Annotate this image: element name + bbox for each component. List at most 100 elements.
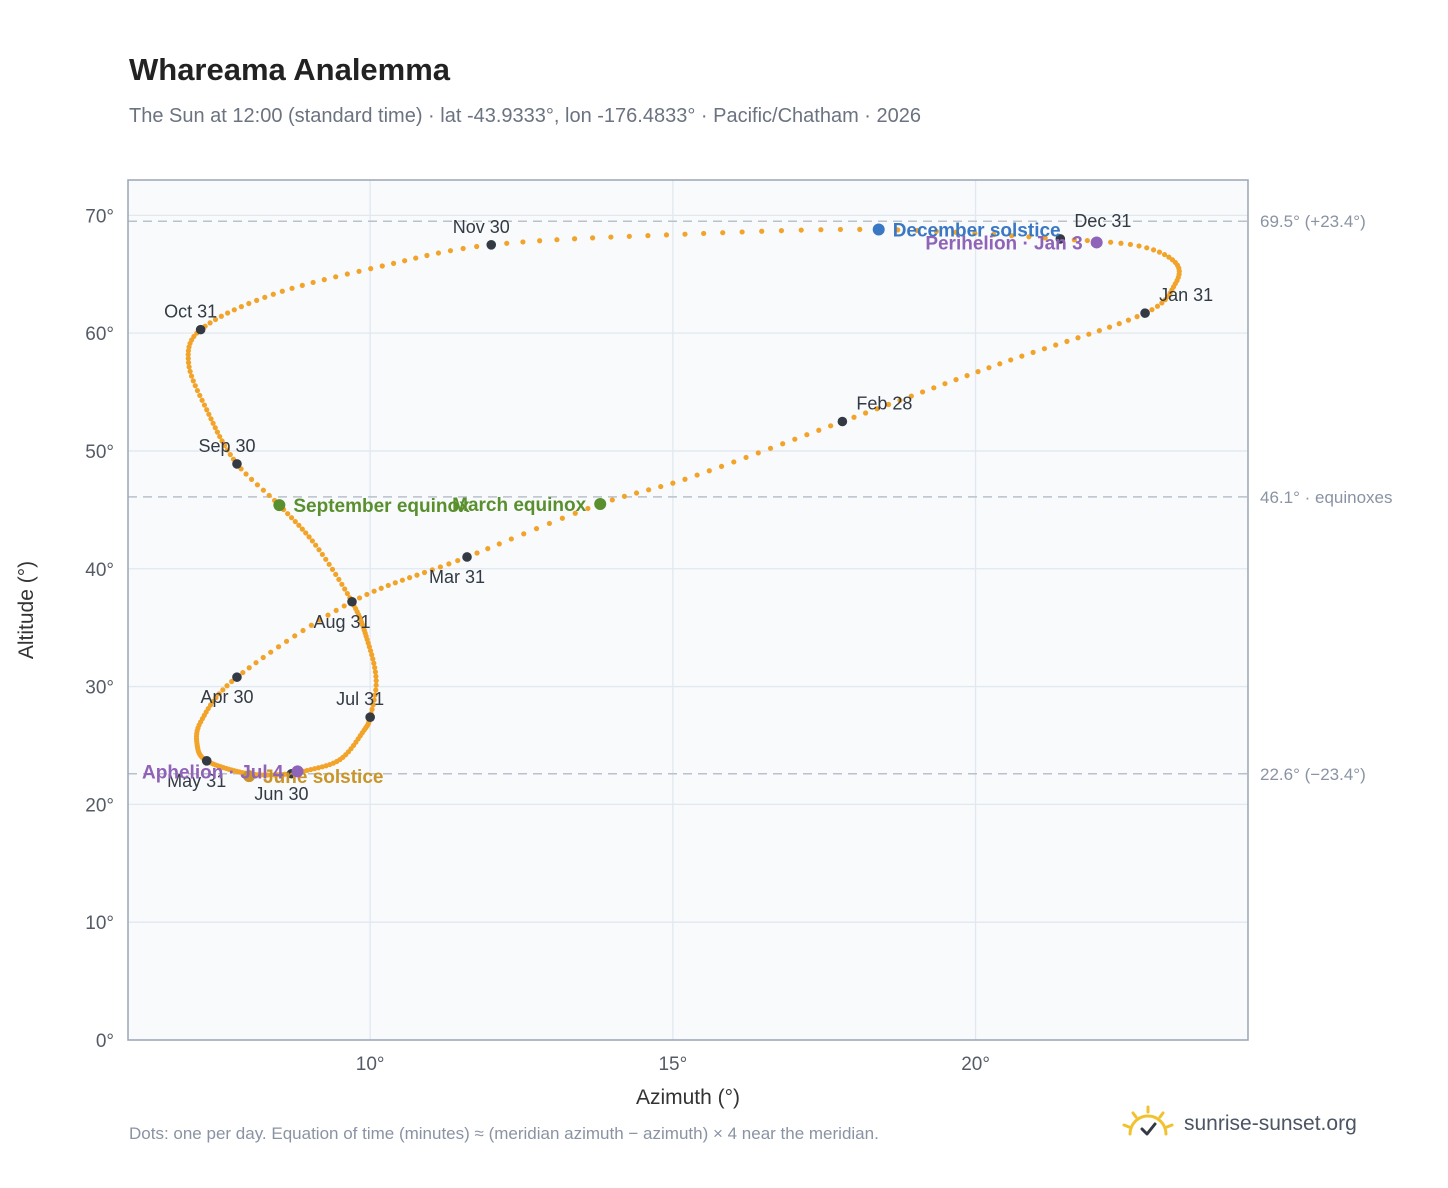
daily-dot <box>364 591 370 598</box>
daily-dot <box>341 603 347 609</box>
daily-dot <box>554 237 560 243</box>
daily-dot <box>308 622 314 628</box>
daily-dot <box>213 695 219 701</box>
month-marker-dot <box>486 239 497 250</box>
y-tick-label: 20° <box>85 795 114 816</box>
daily-dot <box>253 660 259 666</box>
daily-dot <box>646 487 652 493</box>
daily-dot <box>292 518 298 525</box>
daily-dot <box>336 576 342 583</box>
daily-dot <box>1108 239 1114 245</box>
daily-dot <box>496 541 502 547</box>
daily-dot <box>1008 357 1014 363</box>
daily-dot <box>798 227 804 233</box>
daily-dot <box>225 310 231 316</box>
month-marker-label: Jul 31 <box>336 689 384 709</box>
daily-dot <box>694 472 700 478</box>
daily-dot <box>306 534 312 540</box>
daily-dot <box>718 463 725 469</box>
daily-dot <box>1162 297 1168 303</box>
daily-dot <box>818 227 824 233</box>
daily-dot <box>342 586 348 592</box>
daily-dot <box>279 288 285 294</box>
daily-dot <box>1042 235 1048 241</box>
month-marker-dot <box>1140 308 1150 318</box>
month-marker-label: Apr 30 <box>200 687 253 707</box>
daily-dot <box>608 234 614 240</box>
event-marker-label: September equinox <box>293 496 470 517</box>
month-marker-dot <box>347 596 357 607</box>
daily-dot <box>317 617 323 623</box>
daily-dot <box>414 572 420 578</box>
daily-dot <box>663 232 670 238</box>
daily-dot <box>187 368 193 375</box>
daily-dot <box>767 445 774 451</box>
daily-dot <box>1009 233 1015 239</box>
daily-dot <box>207 320 213 326</box>
event-marker-label: March equinox <box>452 495 587 516</box>
y-axis-label: Altitude (°) <box>15 561 38 659</box>
daily-dot <box>186 364 192 370</box>
daily-dot <box>220 687 226 693</box>
daily-dot <box>185 355 191 362</box>
daily-dot <box>1150 247 1157 253</box>
daily-dot <box>373 673 379 679</box>
event-marker-dot <box>594 497 607 510</box>
brand-logo[interactable]: sunrise-sunset.org <box>1120 1100 1357 1148</box>
daily-dot <box>254 482 261 488</box>
daily-dot <box>706 468 712 474</box>
daily-dot <box>571 236 578 242</box>
daily-dot <box>266 492 272 499</box>
daily-dot <box>370 702 376 708</box>
daily-dot <box>1086 331 1092 337</box>
daily-dot <box>190 378 196 384</box>
daily-dot <box>446 561 452 567</box>
daily-dot <box>658 483 664 490</box>
daily-dot <box>986 365 992 371</box>
daily-dot <box>379 263 385 269</box>
daily-dot <box>325 612 331 618</box>
chart-title: Whareama Analemma <box>129 52 451 87</box>
daily-dot <box>310 279 316 286</box>
daily-dot <box>972 230 978 236</box>
daily-dot <box>1053 342 1059 348</box>
daily-dot <box>897 397 903 403</box>
daily-dot <box>816 427 822 433</box>
daily-dot <box>210 698 216 704</box>
daily-dot <box>1030 349 1036 355</box>
daily-dot <box>682 476 688 482</box>
daily-dot <box>447 248 454 254</box>
daily-dot <box>1127 241 1134 248</box>
daily-dot <box>199 397 205 403</box>
daily-dot <box>429 567 435 573</box>
daily-dot <box>504 240 510 246</box>
event-marker-label: December solstice <box>893 220 1061 241</box>
daily-dot <box>260 487 266 493</box>
daily-dot <box>210 420 216 426</box>
daily-dot <box>407 575 413 581</box>
daily-dot <box>792 436 798 442</box>
month-marker-label: May 31 <box>167 771 226 791</box>
reference-lines: 69.5° (+23.4°) 46.1° · equinoxes 22.6° (−2… <box>128 212 1393 784</box>
daily-dot <box>701 230 707 237</box>
daily-dot <box>609 497 615 503</box>
daily-dot <box>778 228 785 234</box>
month-marker-label: Feb 28 <box>856 394 912 414</box>
daily-dot <box>533 526 540 532</box>
event-marker-label: Perihelion · Jan 3 <box>925 233 1082 254</box>
daily-dot <box>1166 254 1172 260</box>
daily-dot <box>224 447 230 453</box>
month-marker-dot <box>201 755 212 766</box>
daily-dot <box>828 423 834 429</box>
daily-dot <box>369 652 375 658</box>
daily-dot <box>508 536 514 542</box>
reference-line-label: 22.6° (−23.4°) <box>1260 765 1366 784</box>
daily-dot <box>371 697 377 703</box>
daily-dot <box>370 656 376 662</box>
daily-dot <box>743 454 749 461</box>
daily-dot <box>1156 249 1163 255</box>
daily-dot <box>285 511 291 517</box>
daily-dot <box>1149 307 1155 313</box>
daily-dot <box>780 441 786 447</box>
